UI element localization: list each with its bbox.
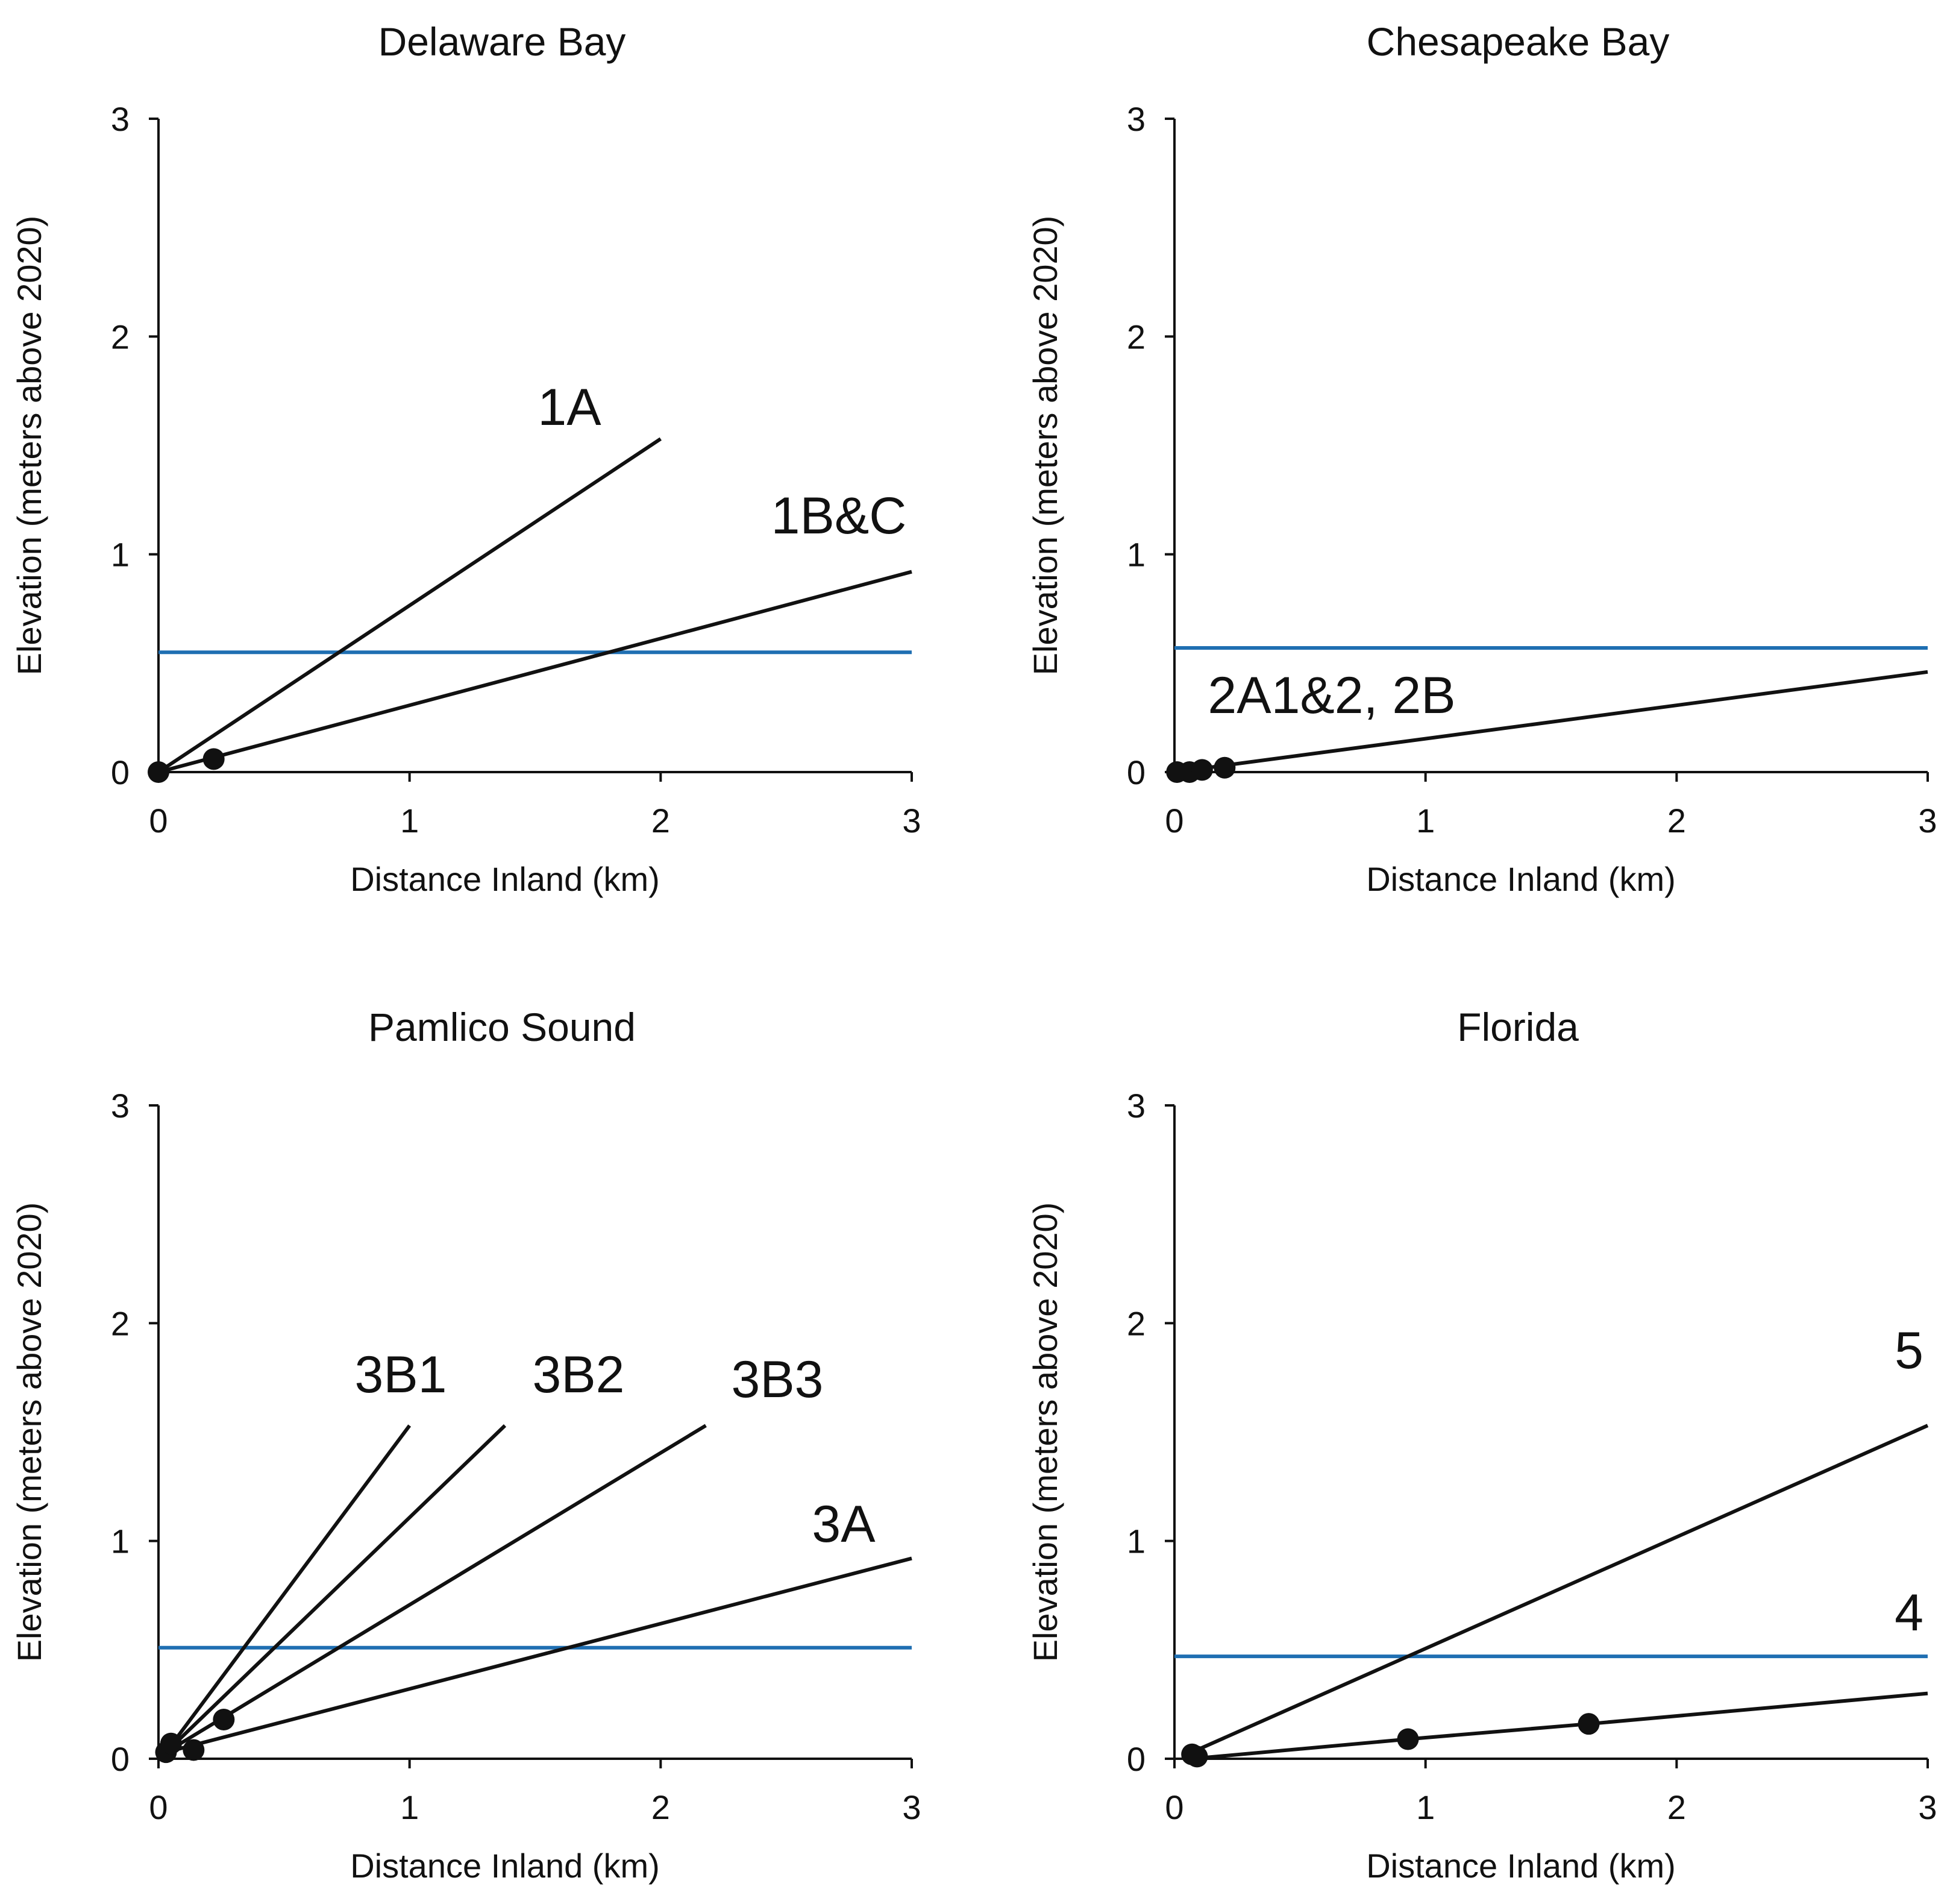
x-tick-label: 2 — [651, 802, 670, 840]
y-axis-label: Elevation (meters above 2020) — [10, 216, 48, 676]
y-tick-label: 0 — [111, 1740, 130, 1778]
x-tick-label: 3 — [902, 802, 921, 840]
series-label: 3B1 — [354, 1346, 447, 1404]
series-label: 1A — [538, 379, 601, 436]
data-point — [1214, 756, 1236, 779]
x-tick-label: 1 — [1416, 802, 1435, 840]
series-label: 4 — [1895, 1584, 1923, 1642]
series-line — [1191, 1691, 1928, 1761]
series-label: 1B&C — [771, 487, 907, 545]
x-tick-label: 0 — [1165, 802, 1183, 840]
chart-title: Florida — [1457, 1005, 1579, 1049]
series-label: 3B3 — [731, 1351, 823, 1409]
y-tick-label: 0 — [1127, 753, 1146, 791]
chart-title: Pamlico Sound — [368, 1005, 636, 1049]
chart-title: Chesapeake Bay — [1367, 19, 1670, 64]
x-tick-label: 3 — [902, 1788, 921, 1826]
y-tick-label: 2 — [1127, 1304, 1146, 1342]
chart-title: Delaware Bay — [378, 19, 626, 64]
series-label: 3A — [812, 1495, 876, 1553]
data-point — [213, 1708, 235, 1730]
y-tick-label: 0 — [1127, 1740, 1146, 1778]
y-tick-label: 1 — [111, 536, 130, 574]
x-tick-label: 3 — [1918, 1788, 1937, 1826]
x-tick-label: 1 — [1416, 1788, 1435, 1826]
x-tick-label: 3 — [1918, 802, 1937, 840]
data-point — [1397, 1728, 1419, 1750]
series-line — [165, 1424, 507, 1754]
series-line — [158, 570, 912, 774]
x-tick-label: 2 — [1667, 802, 1686, 840]
x-tick-label: 0 — [149, 802, 168, 840]
y-axis-label: Elevation (meters above 2020) — [1026, 216, 1064, 676]
x-axis-label: Distance Inland (km) — [350, 1847, 660, 1885]
y-tick-label: 1 — [111, 1522, 130, 1560]
series-line — [165, 1424, 412, 1753]
x-tick-label: 1 — [400, 1788, 419, 1826]
data-point — [160, 1732, 182, 1755]
data-point — [183, 1739, 205, 1761]
y-tick-label: 2 — [1127, 318, 1146, 356]
y-axis-label: Elevation (meters above 2020) — [1026, 1202, 1064, 1662]
series-line — [157, 437, 662, 774]
y-tick-label: 0 — [111, 753, 130, 791]
y-tick-label: 2 — [111, 318, 130, 356]
data-point — [1578, 1713, 1600, 1735]
x-tick-label: 2 — [1667, 1788, 1686, 1826]
y-tick-label: 1 — [1127, 536, 1146, 574]
series-line — [165, 1424, 707, 1754]
series-label: 5 — [1895, 1322, 1923, 1380]
x-tick-label: 1 — [400, 802, 419, 840]
y-axis-label: Elevation (meters above 2020) — [10, 1202, 48, 1662]
x-tick-label: 0 — [1165, 1788, 1183, 1826]
series-line — [1174, 670, 1928, 774]
data-point — [1191, 759, 1213, 781]
x-tick-label: 2 — [651, 1788, 670, 1826]
x-axis-label: Distance Inland (km) — [1366, 860, 1676, 898]
y-tick-label: 3 — [1127, 100, 1146, 138]
x-axis-label: Distance Inland (km) — [350, 860, 660, 898]
y-tick-label: 3 — [111, 1087, 130, 1125]
series-line — [1191, 1424, 1929, 1754]
y-tick-label: 2 — [111, 1304, 130, 1342]
data-point — [1186, 1745, 1208, 1768]
x-tick-label: 0 — [149, 1788, 168, 1826]
series-label: 3B2 — [532, 1346, 624, 1404]
x-axis-label: Distance Inland (km) — [1366, 1847, 1676, 1885]
data-point — [148, 761, 169, 783]
y-tick-label: 3 — [111, 100, 130, 138]
series-line — [165, 1556, 912, 1755]
y-tick-label: 1 — [1127, 1522, 1146, 1560]
data-point — [202, 748, 225, 770]
series-label: 2A1&2, 2B — [1208, 667, 1455, 724]
y-tick-label: 3 — [1127, 1087, 1146, 1125]
